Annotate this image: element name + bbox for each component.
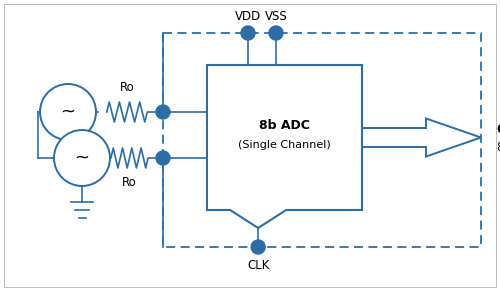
Polygon shape — [362, 118, 481, 157]
Text: Ro: Ro — [122, 176, 137, 189]
Circle shape — [156, 105, 170, 119]
Polygon shape — [207, 65, 362, 228]
Text: OUTPUT: OUTPUT — [496, 123, 500, 136]
Text: ~: ~ — [60, 103, 76, 121]
Circle shape — [251, 240, 265, 254]
Text: 8-bit: 8-bit — [496, 141, 500, 154]
Circle shape — [241, 26, 255, 40]
Text: 8b ADC: 8b ADC — [259, 119, 310, 132]
Text: ~: ~ — [74, 149, 90, 167]
Circle shape — [40, 84, 96, 140]
Text: VSS: VSS — [264, 10, 287, 23]
Circle shape — [269, 26, 283, 40]
Circle shape — [54, 130, 110, 186]
Circle shape — [156, 151, 170, 165]
Text: CLK: CLK — [247, 259, 270, 272]
Text: Ro: Ro — [120, 81, 134, 94]
Text: VDD: VDD — [235, 10, 261, 23]
Bar — [163, 33, 481, 247]
Text: (Single Channel): (Single Channel) — [238, 141, 331, 150]
